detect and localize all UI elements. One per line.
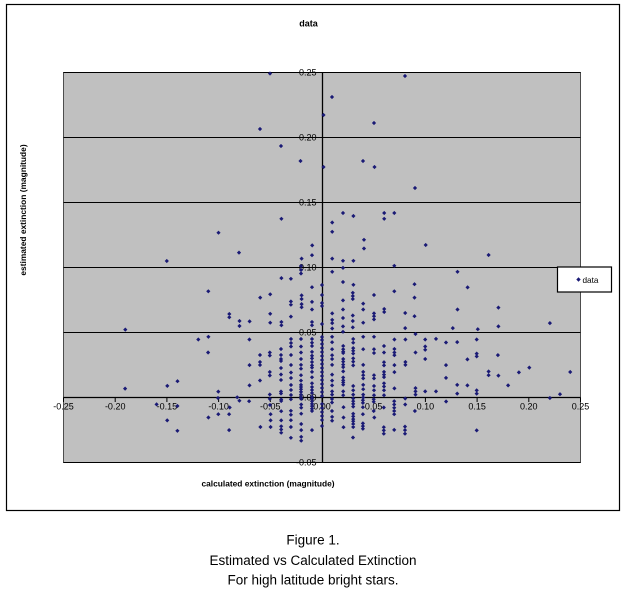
svg-text:0.10: 0.10 (417, 402, 435, 412)
svg-text:-0.25: -0.25 (53, 402, 74, 412)
svg-text:0.00: 0.00 (299, 393, 317, 403)
svg-text:-0.15: -0.15 (157, 402, 178, 412)
svg-text:0.05: 0.05 (299, 328, 317, 338)
svg-text:-0.10: -0.10 (208, 402, 229, 412)
svg-text:0.20: 0.20 (299, 133, 317, 143)
svg-text:For high latitude bright stars: For high latitude bright stars. (227, 573, 398, 588)
svg-text:0.15: 0.15 (299, 198, 317, 208)
svg-text:-0.20: -0.20 (105, 402, 126, 412)
svg-text:data: data (583, 276, 599, 285)
svg-text:0.10: 0.10 (299, 263, 317, 273)
svg-text:Figure 1.: Figure 1. (286, 533, 339, 548)
svg-text:0.25: 0.25 (572, 402, 590, 412)
svg-text:data: data (299, 19, 319, 29)
svg-text:0.15: 0.15 (468, 402, 486, 412)
svg-text:0.05: 0.05 (365, 402, 383, 412)
svg-text:calculated extinction (magnitu: calculated extinction (magnitude) (201, 479, 334, 489)
svg-text:0.20: 0.20 (520, 402, 538, 412)
svg-text:0.25: 0.25 (299, 68, 317, 78)
svg-text:-0.05: -0.05 (296, 458, 317, 468)
svg-text:estimated extinction (magnitud: estimated extinction (magnitude) (18, 144, 28, 275)
svg-text:Estimated vs Calculated Extinc: Estimated vs Calculated Extinction (209, 553, 416, 568)
